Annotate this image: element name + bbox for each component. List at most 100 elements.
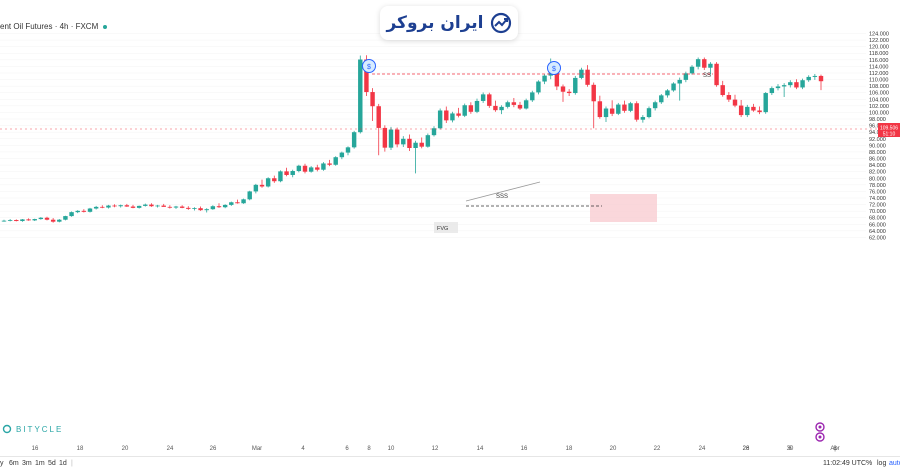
price-tick-label: 114.000 [869, 64, 888, 70]
price-tick-label: 112.000 [869, 71, 888, 77]
candle-body [763, 93, 768, 113]
range-1m[interactable]: 1m [35, 460, 45, 467]
time-tick-label: 28 [743, 446, 750, 452]
fvg-box[interactable] [434, 222, 458, 233]
candle-body [419, 142, 424, 147]
candle-body [210, 206, 216, 210]
fvg-label: FVG [437, 226, 448, 232]
candle-body [474, 100, 480, 112]
candle-body [167, 206, 173, 208]
range-5d[interactable]: 5d [48, 460, 56, 467]
auto-toggle[interactable]: auto [889, 460, 900, 467]
time-tick-label: Apr [830, 446, 839, 452]
range-1d[interactable]: 1d [59, 460, 67, 467]
candle-body [493, 105, 498, 111]
candle-body [431, 128, 437, 136]
candle-body [364, 59, 369, 93]
candle-body [462, 105, 467, 116]
price-tick-label: 124.000 [869, 32, 889, 38]
time-tick-label: 6 [788, 446, 792, 452]
event-icon-1[interactable] [815, 422, 825, 432]
candle-body [788, 82, 793, 86]
symbol-title[interactable]: ent Oil Futures · 4h · FXCM [0, 22, 108, 31]
candle-body [394, 129, 400, 145]
price-tick-label: 88.000 [869, 150, 886, 156]
dollar-marker-left[interactable] [362, 59, 376, 73]
time-tick-label: 8 [367, 446, 371, 452]
time-tick-label: Mar [252, 446, 262, 452]
range-6m[interactable]: 6m [9, 460, 19, 467]
price-tick-label: 84.000 [869, 163, 886, 169]
candle-body [616, 104, 621, 114]
candle-body [745, 106, 750, 116]
candle-body [272, 178, 277, 182]
candle-body [628, 103, 633, 111]
candle-body [597, 101, 603, 118]
candle-body [247, 191, 252, 200]
candle-body [579, 69, 584, 78]
candle-body [689, 66, 695, 74]
candle-body [93, 206, 99, 209]
range-3m[interactable]: 3m [22, 460, 32, 467]
time-tick-label: 8 [833, 446, 837, 452]
price-tag[interactable]: 109.506 51:10 [878, 123, 900, 138]
candle-body [566, 91, 572, 94]
candle-body [634, 103, 639, 120]
candles-series [1, 55, 824, 223]
time-tick-label: 4 [301, 446, 305, 452]
range-y[interactable]: y [0, 460, 4, 467]
candle-body [124, 205, 130, 207]
demand-zone[interactable] [590, 194, 657, 222]
dollar-marker-left-label: $ [367, 64, 371, 71]
candle-body [179, 206, 185, 208]
price-tick-label: 104.000 [869, 97, 889, 103]
candle-body [677, 79, 682, 84]
candle-body [401, 138, 406, 145]
annotation-lines [0, 73, 878, 207]
log-toggle[interactable]: log [877, 460, 887, 467]
time-tick-label: 16 [521, 446, 528, 452]
bitycle-logo-icon [2, 424, 12, 434]
ss-label: SS [703, 73, 711, 79]
dollar-marker-right[interactable] [547, 61, 561, 75]
symbol-title-text: ent Oil Futures · 4h · FXCM [0, 22, 99, 31]
candle-body [726, 95, 732, 100]
candle-body [155, 205, 160, 207]
annotation-markers: $ $ SS SSS FVG [362, 59, 825, 442]
percent-toggle[interactable]: % [866, 460, 873, 467]
candle-body [732, 99, 738, 106]
candle-body [14, 220, 19, 222]
candle-body [315, 167, 320, 170]
candle-body [818, 75, 824, 82]
candle-body [265, 178, 271, 187]
candle-body [143, 204, 148, 206]
candle-body [609, 108, 615, 114]
candle-body [554, 72, 560, 87]
candle-body [413, 142, 418, 148]
candle-body [468, 105, 474, 112]
candle-body [560, 86, 566, 92]
candle-body [106, 205, 111, 208]
market-status-dot [103, 24, 108, 29]
time-tick-label: 6 [345, 446, 349, 452]
price-tick-label: 76.000 [869, 189, 886, 195]
candle-body [511, 102, 517, 105]
candle-body [222, 204, 228, 208]
candle-body [794, 82, 799, 88]
event-icon-2[interactable] [815, 432, 825, 442]
chart-grid [0, 33, 866, 238]
candle-body [192, 208, 197, 209]
candle-body [1, 220, 7, 222]
brand-logo-text: ایران بروکر [386, 13, 484, 33]
sss-label: SSS [496, 194, 508, 200]
candle-body [714, 63, 719, 86]
trend-up-icon [490, 12, 511, 34]
candle-body [659, 95, 664, 103]
time-tick-label: 20 [122, 446, 129, 452]
candle-body [640, 117, 646, 120]
price-axis-panel[interactable] [866, 0, 900, 456]
candle-body [161, 205, 166, 207]
price-tick-label: 80.000 [869, 176, 886, 182]
